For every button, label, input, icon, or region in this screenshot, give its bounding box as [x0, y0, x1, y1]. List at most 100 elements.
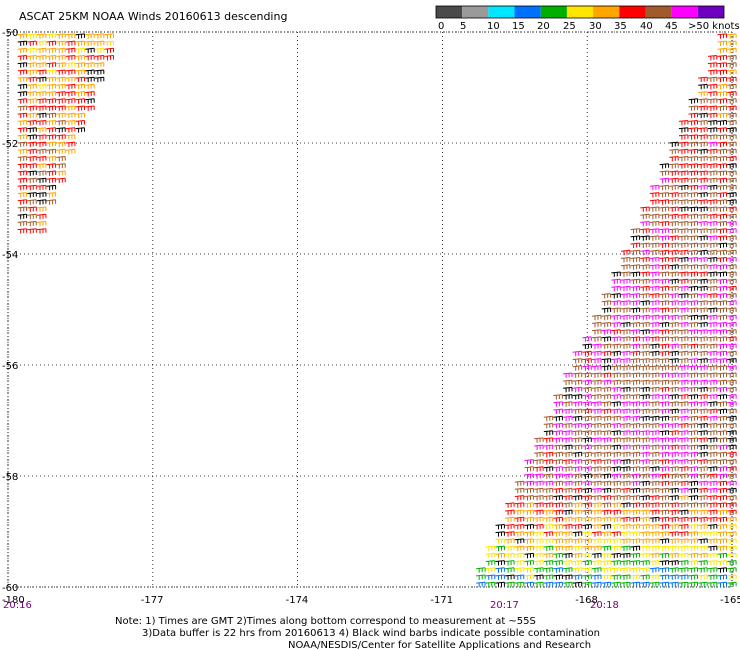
wind-barb	[649, 538, 660, 544]
wind-barb	[505, 560, 515, 566]
wind-barb	[669, 552, 679, 559]
wind-barb	[611, 394, 621, 400]
wind-barb	[717, 524, 727, 530]
wind-barb	[669, 228, 679, 234]
wind-barb	[611, 285, 621, 292]
wind-barb	[659, 343, 670, 349]
wind-barb	[678, 249, 689, 256]
wind-barb	[611, 329, 621, 335]
wind-barb	[601, 408, 612, 414]
wind-barb	[698, 264, 708, 270]
wind-barb	[563, 538, 573, 544]
wind-barb	[543, 524, 554, 530]
wind-barb	[707, 55, 718, 61]
wind-barb	[649, 264, 660, 270]
wind-barb	[630, 249, 641, 256]
wind-barb	[678, 127, 689, 133]
wind-barb	[659, 386, 670, 393]
wind-barb	[611, 278, 621, 285]
wind-barb	[582, 444, 592, 450]
wind-barb	[611, 524, 621, 530]
wind-barb	[514, 538, 525, 544]
wind-barb	[678, 329, 689, 335]
wind-barb	[27, 170, 37, 176]
wind-barb	[727, 293, 737, 299]
wind-barb	[36, 83, 47, 90]
wind-barb	[649, 336, 660, 342]
wind-barb	[620, 437, 631, 443]
wind-barb	[717, 249, 727, 256]
wind-barb	[640, 350, 650, 357]
wind-barb	[688, 394, 698, 400]
wind-barb	[727, 379, 737, 386]
wind-barb	[56, 76, 66, 83]
wind-barb	[611, 430, 621, 436]
wind-barb	[620, 394, 631, 400]
wind-barb	[698, 105, 708, 111]
wind-barb	[563, 423, 573, 429]
wind-barb	[698, 184, 708, 191]
wind-barb	[17, 228, 28, 234]
wind-barb	[669, 249, 679, 256]
wind-barb	[717, 358, 727, 364]
wind-barb	[611, 336, 621, 342]
wind-barb	[611, 271, 621, 277]
wind-barb	[669, 257, 679, 263]
wind-barb	[630, 271, 641, 277]
wind-barb	[514, 495, 525, 501]
wind-barb	[27, 91, 37, 97]
wind-barb	[707, 235, 718, 241]
wind-barb	[717, 98, 727, 104]
wind-barb	[620, 365, 631, 371]
wind-barb	[563, 379, 573, 386]
wind-barb	[524, 581, 534, 588]
wind-barb	[640, 307, 650, 313]
wind-barb	[630, 343, 641, 349]
wind-barb	[56, 170, 66, 176]
wind-barb	[582, 415, 592, 422]
wind-barb	[46, 141, 57, 147]
wind-barb	[727, 271, 737, 277]
wind-barb	[688, 184, 698, 191]
wind-barb	[727, 141, 737, 147]
wind-barb	[534, 524, 544, 530]
wind-barb	[669, 437, 679, 443]
wind-barb	[534, 531, 544, 537]
wind-barb	[27, 40, 37, 46]
wind-barb	[46, 91, 57, 97]
wind-barb	[611, 560, 621, 566]
wind-barb	[582, 459, 592, 465]
wind-barb	[659, 394, 670, 400]
colorbar-label: 5	[460, 21, 466, 32]
wind-barb	[649, 459, 660, 465]
wind-barb	[688, 379, 698, 386]
x-tick-label: -174	[286, 595, 309, 606]
wind-barb	[620, 329, 631, 335]
wind-barb	[717, 62, 727, 68]
wind-barb	[688, 213, 698, 220]
wind-barb	[27, 148, 37, 155]
wind-barb	[56, 163, 66, 169]
wind-barb	[601, 459, 612, 465]
wind-barb	[17, 33, 28, 39]
wind-barb	[582, 538, 592, 544]
wind-barb	[717, 423, 727, 429]
wind-barb	[669, 314, 679, 321]
footnotes: Note: 1) Times are GMT 2)Times along bot…	[115, 616, 600, 650]
wind-barb	[659, 415, 670, 422]
wind-barb	[534, 487, 544, 494]
wind-barb	[572, 560, 583, 566]
wind-barb	[582, 394, 592, 400]
wind-barb	[611, 473, 621, 479]
wind-barb	[620, 358, 631, 364]
wind-barb	[649, 249, 660, 256]
y-tick-label: -50	[2, 28, 18, 39]
wind-barb	[630, 336, 641, 342]
wind-barb	[649, 552, 660, 559]
wind-barb	[553, 394, 563, 400]
wind-barb	[707, 112, 718, 119]
wind-barb	[659, 228, 670, 234]
wind-barb	[17, 170, 28, 176]
wind-barb	[659, 509, 670, 515]
wind-barb	[678, 415, 689, 422]
